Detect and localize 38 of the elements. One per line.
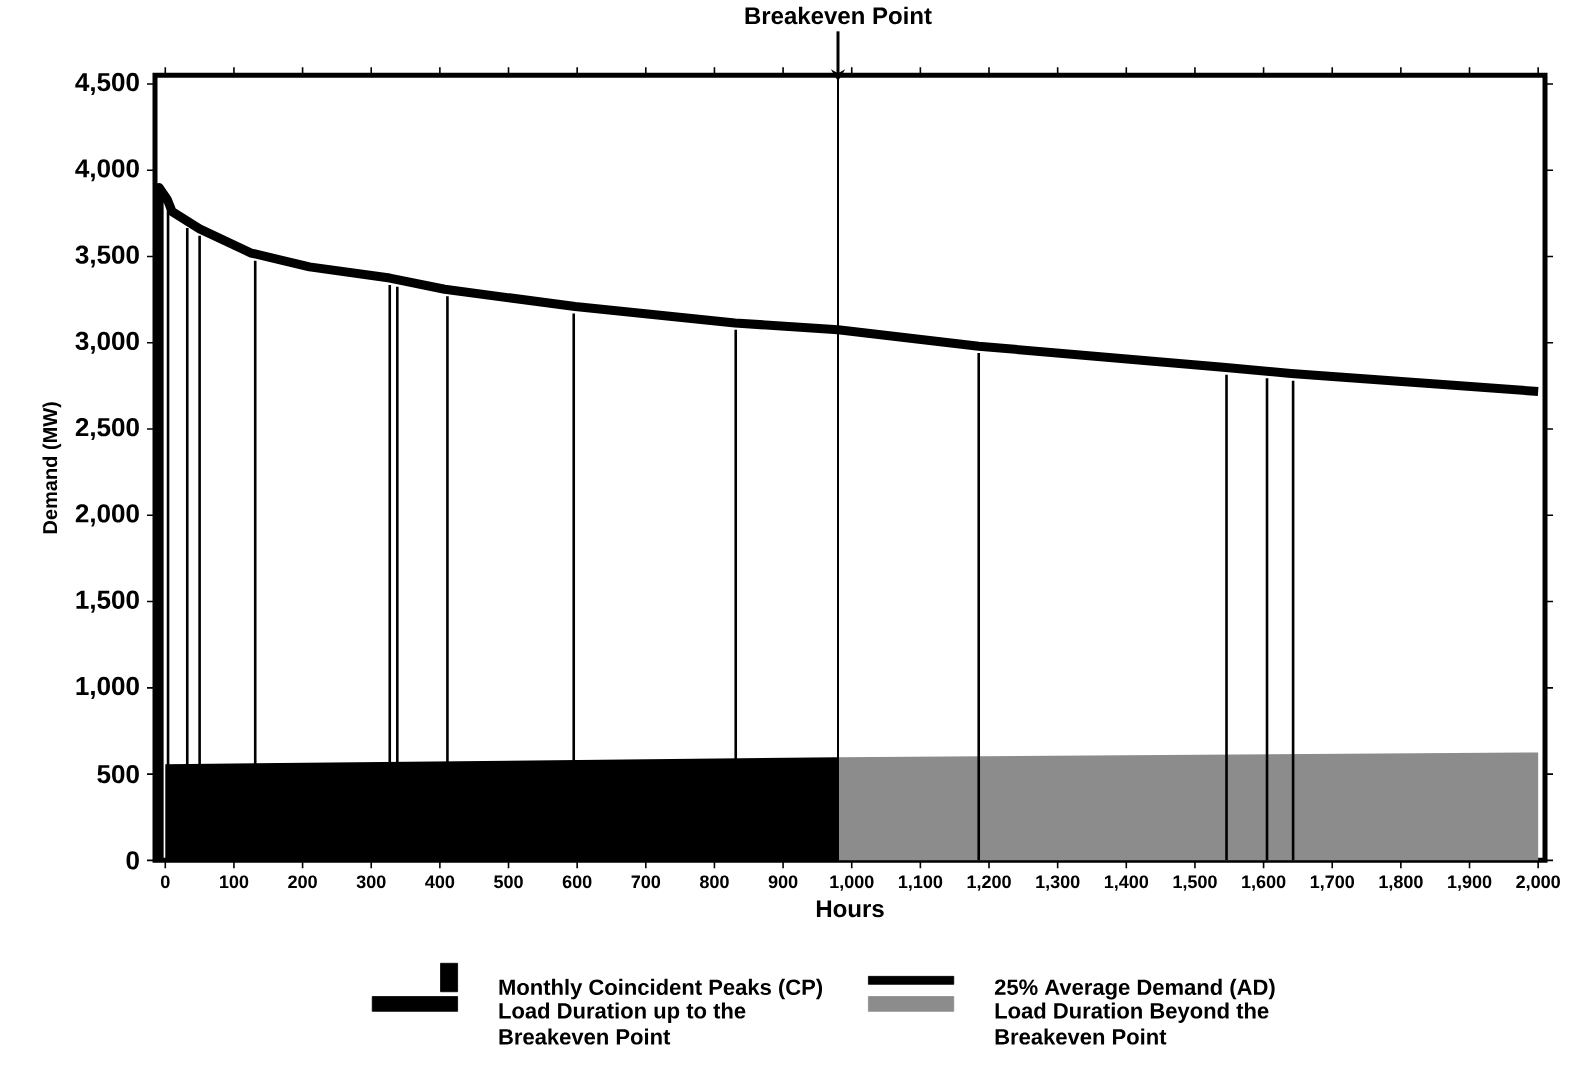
- x-tick-label: 1,600: [1242, 875, 1286, 891]
- x-tick-label: 800: [699, 875, 729, 889]
- x-tick-label: 600: [562, 875, 592, 889]
- x-tick-label: 700: [631, 875, 661, 889]
- x-tick-label: 1,900: [1448, 875, 1492, 891]
- y-tick-label: 2,000: [75, 504, 139, 527]
- x-tick-label: 1,300: [1036, 875, 1080, 891]
- legend-label: Monthly Coincident Peaks (CP): [499, 978, 823, 1000]
- legend-label: Load Duration Beyond the Breakeven Point: [995, 1002, 1269, 1045]
- y-tick-label: 4,000: [75, 158, 139, 182]
- x-tick-label: 300: [356, 875, 386, 889]
- y-tick-label: 2,500: [75, 417, 139, 440]
- x-tick-label: 100: [220, 875, 249, 889]
- x-axis-title: Hours: [816, 900, 884, 918]
- x-tick-label: 1,100: [898, 875, 943, 891]
- x-tick-label: 2,000: [1516, 875, 1560, 891]
- y-tick-label: 1,500: [76, 590, 139, 613]
- y-tick-label: 0: [126, 850, 139, 870]
- y-axis-title: Demand (MW): [42, 402, 62, 533]
- x-tick-label: 400: [425, 875, 455, 889]
- y-tick-label: 4,500: [75, 72, 139, 95]
- x-tick-label: 1,000: [830, 875, 874, 891]
- legend-label: Load Duration up to the Breakeven Point: [499, 1002, 746, 1045]
- y-tick-label: 3,000: [75, 331, 139, 354]
- x-tick-label: 1,200: [967, 875, 1011, 891]
- y-tick-label: 1,000: [76, 676, 139, 699]
- x-tick-label: 1,400: [1104, 875, 1149, 891]
- legend-label: 25% Average Demand (AD): [994, 978, 1275, 1000]
- x-tick-label: 0: [161, 875, 170, 889]
- x-tick-label: 500: [494, 875, 523, 889]
- x-tick-label: 1,800: [1379, 875, 1423, 891]
- x-tick-label: 200: [288, 875, 317, 889]
- x-tick-label: 1,700: [1310, 875, 1355, 891]
- x-tick-label: 1,500: [1173, 875, 1217, 891]
- y-tick-label: 3,500: [75, 245, 139, 268]
- ref-line-label: Breakeven Point: [745, 6, 932, 25]
- x-tick-label: 900: [768, 875, 798, 889]
- y-tick-label: 500: [97, 764, 139, 784]
